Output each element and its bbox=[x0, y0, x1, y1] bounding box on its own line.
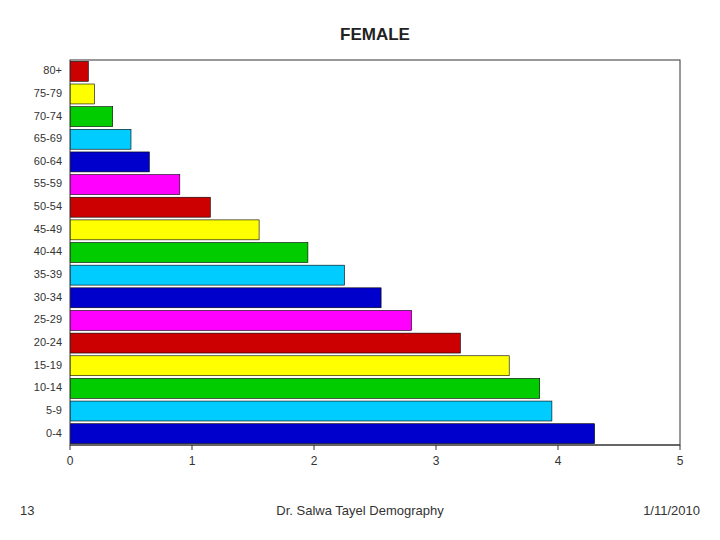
bar bbox=[70, 401, 552, 421]
chart-svg: 80+75-7970-7465-6960-6455-5950-5445-4940… bbox=[0, 0, 720, 540]
y-tick-label: 80+ bbox=[43, 64, 62, 76]
bar bbox=[70, 84, 94, 104]
bar bbox=[70, 265, 345, 285]
x-tick bbox=[70, 445, 71, 450]
bar bbox=[70, 152, 149, 172]
x-axis-line bbox=[70, 445, 680, 446]
y-axis: 80+ 75-79 70-74 65-69 60-64 55-59 50-54 45-49 40… bbox=[34, 64, 62, 438]
chart-title: FEMALE bbox=[340, 25, 410, 44]
x-tick-label: 3 bbox=[433, 454, 440, 468]
bar bbox=[70, 424, 595, 444]
x-tick-label: 0 bbox=[67, 454, 74, 468]
x-tick-label: 4 bbox=[555, 454, 562, 468]
y-tick-label: 40-44 bbox=[34, 245, 62, 257]
x-axis: 0 1 2 3 4 5 bbox=[67, 445, 684, 468]
x-tick bbox=[192, 445, 193, 450]
plot-frame bbox=[70, 60, 680, 445]
bar bbox=[70, 356, 509, 376]
bar bbox=[70, 175, 180, 195]
y-tick-label: 55-59 bbox=[34, 177, 62, 189]
bar bbox=[70, 129, 131, 149]
bar bbox=[70, 378, 540, 398]
y-tick-label: 30-34 bbox=[34, 291, 62, 303]
y-tick-label: 60-64 bbox=[34, 155, 62, 167]
x-tick-label: 2 bbox=[311, 454, 318, 468]
x-tick-label: 5 bbox=[677, 454, 684, 468]
y-tick-label: 70-74 bbox=[34, 110, 62, 122]
bar bbox=[70, 107, 113, 127]
y-tick-label: 65-69 bbox=[34, 132, 62, 144]
footer-text: 1/11/2010 bbox=[643, 503, 700, 518]
y-tick-label: 75-79 bbox=[34, 87, 62, 99]
y-tick-label: 5-9 bbox=[46, 404, 62, 416]
bar bbox=[70, 197, 210, 217]
y-tick-label: 10-14 bbox=[34, 381, 62, 393]
y-tick-label: 35-39 bbox=[34, 268, 62, 280]
bar bbox=[70, 310, 412, 330]
bars bbox=[70, 61, 595, 443]
x-tick bbox=[680, 445, 681, 450]
bar bbox=[70, 288, 381, 308]
x-tick bbox=[314, 445, 315, 450]
chart-container: 80+75-7970-7465-6960-6455-5950-5445-4940… bbox=[0, 0, 720, 540]
x-tick bbox=[558, 445, 559, 450]
bar bbox=[70, 220, 259, 240]
footer-text: Dr. Salwa Tayel Demography bbox=[276, 503, 444, 518]
y-tick-label: 25-29 bbox=[34, 313, 62, 325]
footer: 13 Dr. Salwa Tayel Demography 1/11/2010 bbox=[20, 503, 700, 518]
bar bbox=[70, 61, 88, 81]
y-tick-label: 45-49 bbox=[34, 223, 62, 235]
bar bbox=[70, 243, 308, 263]
footer-text: 13 bbox=[20, 503, 34, 518]
y-tick-label: 15-19 bbox=[34, 359, 62, 371]
y-tick-label: 50-54 bbox=[34, 200, 62, 212]
bar bbox=[70, 333, 460, 353]
x-tick bbox=[436, 445, 437, 450]
x-tick-label: 1 bbox=[189, 454, 196, 468]
y-tick-label: 20-24 bbox=[34, 336, 62, 348]
y-tick-label: 0-4 bbox=[46, 427, 62, 439]
